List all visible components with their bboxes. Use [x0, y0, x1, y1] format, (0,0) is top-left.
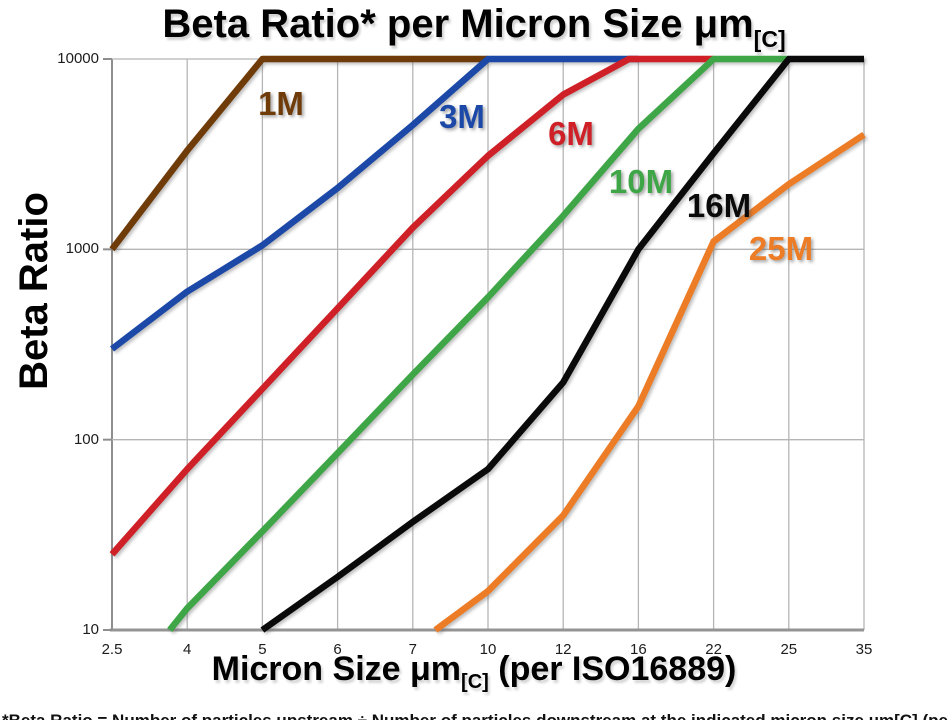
x-axis-label-subscript: [C]: [461, 671, 489, 693]
x-axis-label-text: Micron Size μm: [211, 650, 462, 688]
series-line-25M: [433, 131, 866, 633]
x-tick-label-10: 10: [479, 641, 497, 658]
x-tick-label-4: 4: [183, 641, 192, 658]
series-label-16M: 16M: [686, 187, 752, 224]
x-tick-label-2.5: 2.5: [101, 641, 123, 658]
series-line-16M: [260, 55, 864, 633]
chart-title-subscript: [C]: [753, 26, 786, 52]
x-tick-label-12: 12: [554, 641, 572, 658]
x-tick-label-7: 7: [408, 641, 417, 658]
x-axis-label-suffix: (per ISO16889): [488, 650, 737, 688]
series-line-10M: [167, 55, 789, 633]
chart-title: Beta Ratio* per Micron Size μm[C]: [0, 2, 948, 52]
series-label-1M: 1M: [258, 85, 304, 122]
y-tick-label-10000: 10000: [57, 50, 99, 67]
series-line-1M: [109, 55, 488, 252]
y-tick-label-10: 10: [82, 621, 99, 638]
x-axis-label: Micron Size μm[C] (per ISO16889): [0, 650, 948, 693]
x-tick-label-16: 16: [630, 641, 647, 658]
series-label-10M: 10M: [608, 163, 674, 200]
series-layer: [109, 55, 866, 633]
x-tick-label-6: 6: [333, 641, 342, 658]
series-line-3M: [110, 55, 639, 352]
x-tick-label-22: 22: [705, 641, 722, 658]
y-tick-label-100: 100: [73, 430, 99, 448]
series-label-3M: 3M: [439, 98, 485, 135]
series-label-25M: 25M: [748, 230, 814, 267]
chart-title-text: Beta Ratio* per Micron Size μm: [162, 2, 754, 46]
x-tick-label-5: 5: [258, 641, 267, 658]
x-tick-label-35: 35: [855, 641, 873, 658]
gridlines: [103, 58, 865, 632]
series-label-6M: 6M: [548, 115, 594, 152]
x-tick-label-25: 25: [780, 641, 798, 658]
footnote-cropped: *Beta Ratio = Number of particles upstre…: [2, 712, 948, 720]
y-tick-label-1000: 1000: [65, 240, 99, 258]
series-line-6M: [109, 55, 714, 557]
